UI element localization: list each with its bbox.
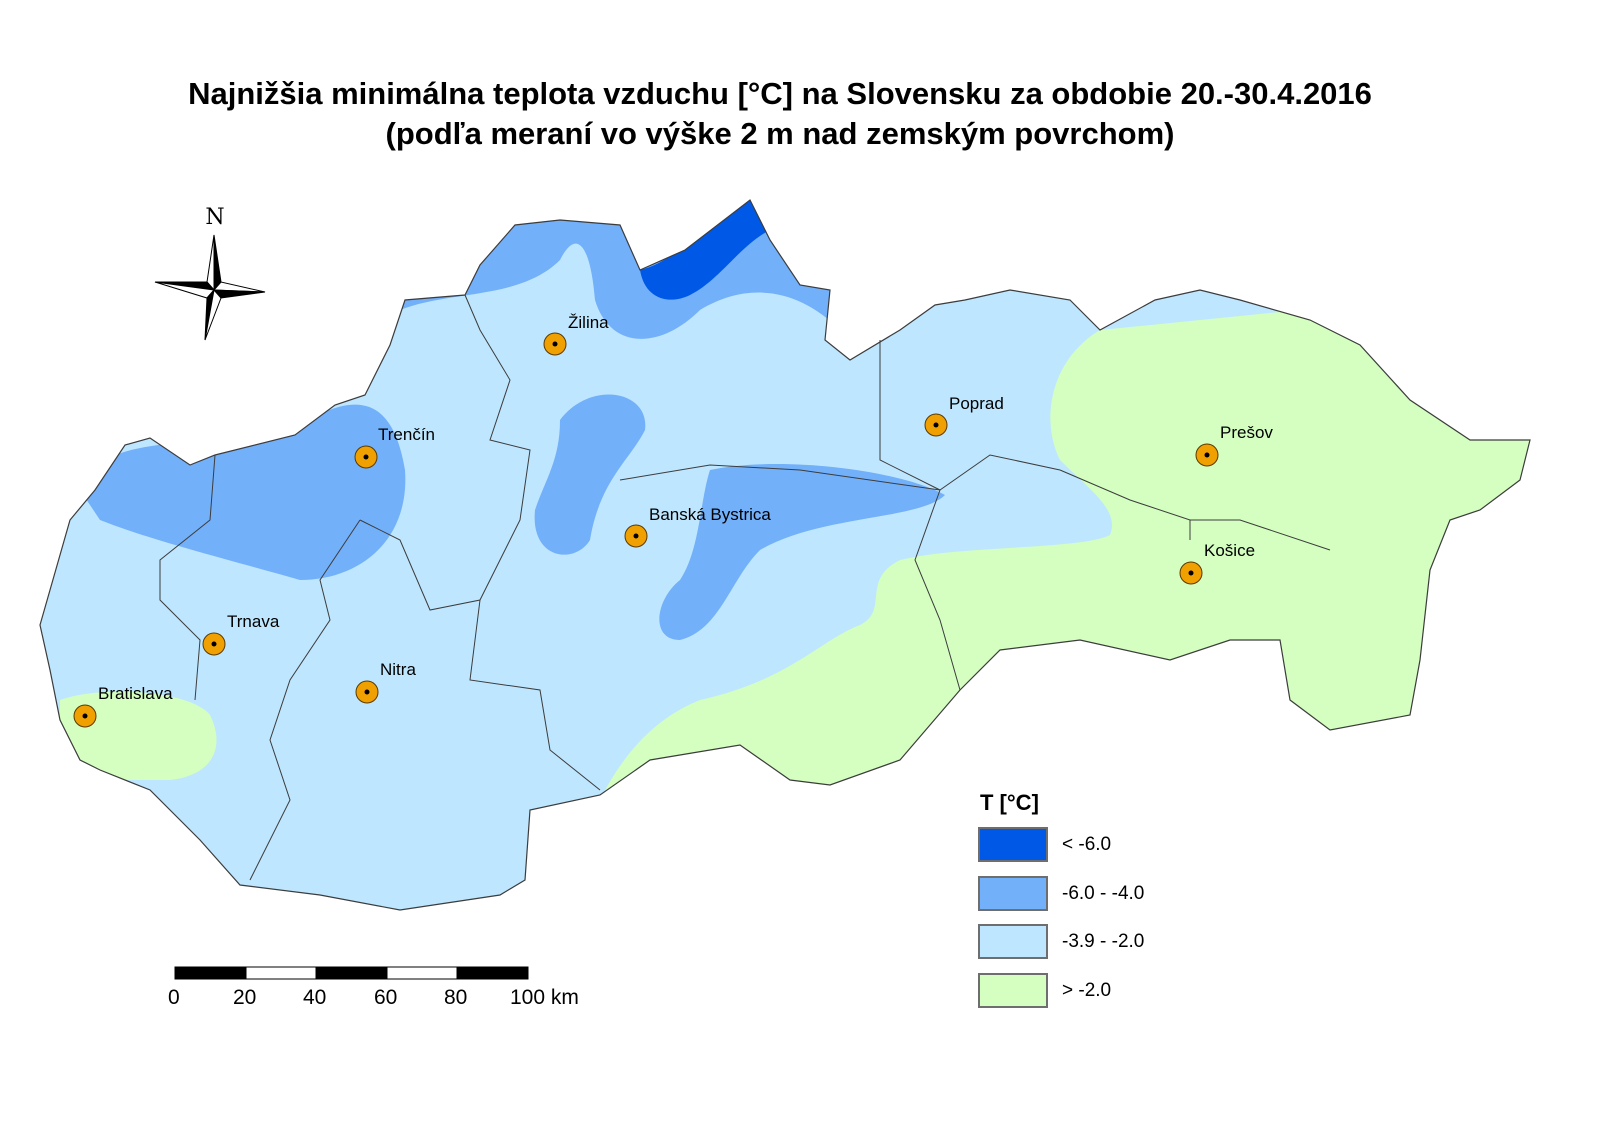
city-label: Trnava [227,612,280,631]
city-košice: Košice [1179,541,1255,585]
scale-tick: 40 [303,986,327,1009]
city-label: Nitra [380,660,416,679]
legend-title: T [°C] [980,790,1039,815]
city-label: Košice [1204,541,1255,560]
legend-label: < -6.0 [1062,833,1112,855]
zone-mid-blue-east-central [659,464,945,640]
legend-item: -3.9 - -2.0 [978,924,1144,959]
city-label: Žilina [568,313,609,332]
map-subtitle: (podľa meraní vo výške 2 m nad zemským p… [385,116,1175,151]
legend-label: > -2.0 [1062,979,1112,1001]
city-nitra: Nitra [355,660,416,704]
north-label: N [205,205,224,230]
city-label: Banská Bystrica [649,505,771,524]
legend-label: -3.9 - -2.0 [1062,930,1145,952]
city-trnava: Trnava [202,612,280,656]
city-banská bystrica: Banská Bystrica [624,505,771,548]
compass-rose-icon: N [154,205,266,341]
city-label: Bratislava [98,684,173,703]
region-boundaries [159,294,1331,881]
map-title: Najnižšia minimálna teplota vzduchu [°C]… [188,76,1372,111]
city-label: Prešov [1220,423,1273,442]
city-bratislava: Bratislava [73,684,173,728]
scale-tick: 0 [168,986,180,1009]
legend-label: -6.0 - -4.0 [1062,882,1145,904]
city-dot [82,713,88,719]
city-dot [1188,570,1194,576]
city-label: Poprad [949,394,1004,413]
scale-tick: 60 [374,986,398,1009]
scale-tick: 100 km [510,986,579,1009]
city-žilina: Žilina [543,313,609,356]
legend-swatch [978,876,1048,911]
city-poprad: Poprad [924,394,1004,437]
legend-item: -6.0 - -4.0 [978,876,1144,911]
scale-tick: 80 [444,986,468,1009]
scale-tick: 20 [233,986,257,1009]
city-markers: Žilina Trenčín Poprad Prešov Banská Bystrica… [73,313,1273,728]
scale-bar [174,966,529,980]
zone-dark-blue [640,200,770,300]
city-dot [633,533,639,539]
legend-swatch [978,924,1048,959]
zone-mid-blue-central [534,394,646,555]
city-dot [933,422,939,428]
zone-green-bratislava [60,691,217,780]
zone-green-east [600,280,1530,800]
city-prešov: Prešov [1195,423,1273,467]
legend-item: > -2.0 [978,973,1111,1008]
legend-swatch [978,827,1048,862]
city-dot [211,641,217,647]
city-label: Trenčín [378,425,435,444]
city-dot [364,689,370,695]
city-dot [363,454,369,460]
city-dot [552,341,558,347]
legend-swatch [978,973,1048,1008]
legend-item: < -6.0 [978,827,1111,862]
zone-mid-blue-west [80,404,406,580]
city-trenčín: Trenčín [354,425,435,469]
city-dot [1204,452,1210,458]
